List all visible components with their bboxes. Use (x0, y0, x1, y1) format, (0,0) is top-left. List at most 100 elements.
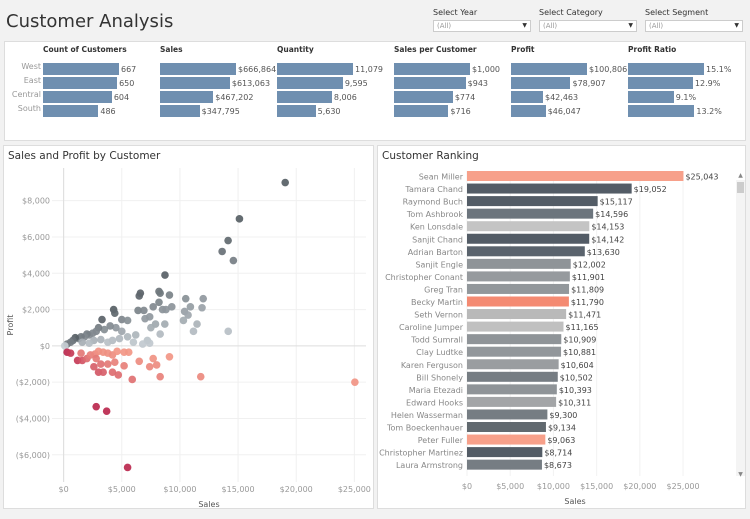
ranking-bar[interactable] (467, 422, 546, 432)
kpi-row[interactable]: 9,595 (277, 77, 368, 89)
kpi-column: Sales per Customer $1,000 $943 $774 $716 (394, 45, 500, 117)
ranking-bar[interactable] (467, 296, 569, 307)
ranking-bar[interactable] (467, 283, 570, 294)
ranking-bar[interactable] (467, 334, 562, 345)
year-select[interactable]: (All) ▼ (433, 20, 531, 32)
ranking-bar[interactable] (467, 434, 546, 445)
ranking-bar[interactable] (467, 171, 684, 181)
scroll-down-icon[interactable]: ▼ (738, 471, 743, 478)
kpi-row[interactable]: $42,463 (511, 91, 578, 103)
ranking-bar[interactable] (467, 208, 594, 219)
kpi-row[interactable]: 8,006 (277, 91, 357, 103)
kpi-row[interactable]: $943 (394, 77, 488, 89)
kpi-header: Quantity (277, 45, 314, 54)
ranking-bar[interactable] (467, 321, 564, 332)
kpi-row[interactable]: 604 (43, 91, 129, 103)
scatter-panel: Sales and Profit by Customer $0 $5,000 $10… (3, 145, 374, 509)
kpi-row[interactable]: $1,000 (394, 63, 500, 75)
ranking-bar[interactable] (467, 359, 559, 370)
scatter-point (145, 339, 154, 347)
ranking-bar[interactable] (467, 459, 542, 470)
bar-value-label: $15,117 (600, 198, 633, 207)
filter-category-label: Select Category (539, 8, 603, 17)
scatter-point (155, 298, 163, 307)
ranking-bar[interactable] (467, 221, 590, 232)
kpi-row[interactable]: 9.1% (628, 91, 696, 103)
kpi-bar (277, 91, 332, 103)
kpi-value: $347,795 (201, 106, 240, 116)
scatter-point (117, 315, 126, 324)
customer-name: Tamara Chand (404, 185, 463, 194)
ranking-bar[interactable] (467, 196, 598, 207)
scatter-point (100, 325, 109, 334)
scatter-point (161, 320, 169, 328)
bar-value-label: $10,502 (560, 373, 593, 382)
filter-year-label: Select Year (433, 8, 478, 17)
kpi-bar (394, 105, 449, 117)
scatter-point (90, 362, 98, 371)
scatter-point (224, 236, 232, 245)
kpi-bar (511, 63, 587, 75)
scatter-point (224, 327, 233, 336)
kpi-bar (511, 91, 543, 103)
ranking-bar[interactable] (467, 409, 548, 420)
kpi-panel: West East Central South Count of Customers 66… (4, 41, 746, 141)
customer-name: Maria Etezadi (409, 386, 463, 395)
category-select-value: (All) (543, 22, 558, 30)
kpi-row[interactable]: $78,907 (511, 77, 606, 89)
kpi-value: 5,630 (317, 106, 341, 116)
ranking-bar[interactable] (467, 384, 557, 395)
customer-name: Tom Ashbrook (406, 210, 463, 219)
scatter-point (106, 322, 114, 330)
segment-select[interactable]: (All) ▼ (645, 20, 743, 32)
scatter-point (104, 360, 112, 368)
bar-value-label: $25,043 (685, 173, 718, 182)
ranking-bar[interactable] (467, 396, 557, 407)
scatter-point (145, 362, 154, 371)
scatter-point (281, 178, 289, 187)
x-tick-label: $15,000 (222, 485, 255, 494)
kpi-bar (160, 77, 230, 89)
scatter-point (98, 315, 106, 324)
ranking-bar[interactable] (467, 246, 585, 257)
scroll-up-icon[interactable]: ▲ (738, 172, 743, 179)
kpi-row[interactable]: $613,063 (160, 77, 270, 89)
scatter-point (78, 338, 87, 347)
kpi-row[interactable]: 12.9% (628, 77, 720, 89)
kpi-row[interactable]: $666,864 (160, 63, 276, 75)
scatter-point (123, 316, 132, 325)
scatter-point (189, 327, 198, 336)
scatter-point (165, 352, 174, 361)
kpi-row[interactable]: $46,047 (511, 105, 581, 117)
ranking-chart: $0 $5,000 $10,000 $15,000 $20,000 $25,000 Sale… (379, 171, 745, 506)
kpi-row[interactable]: $774 (394, 91, 475, 103)
kpi-row[interactable]: 650 (43, 77, 134, 89)
scrollbar-thumb[interactable] (737, 182, 744, 193)
kpi-row[interactable]: $347,795 (160, 105, 240, 117)
scatter-point (114, 371, 123, 379)
scatter-point (198, 303, 206, 312)
ranking-bar[interactable] (467, 447, 543, 458)
kpi-row[interactable]: $716 (394, 105, 471, 117)
ranking-bar[interactable] (467, 346, 562, 357)
scatter-point (115, 334, 124, 343)
customer-name: Helen Wasserman (391, 411, 463, 420)
kpi-column: Sales $666,864 $613,063 $467,202 $347,795 (160, 45, 276, 117)
kpi-row[interactable]: 5,630 (277, 105, 341, 117)
scrollbar-track (736, 180, 745, 476)
ranking-bar[interactable] (467, 371, 558, 382)
kpi-row[interactable]: 13.2% (628, 105, 722, 117)
kpi-row[interactable]: 15.1% (628, 63, 731, 75)
category-select[interactable]: (All) ▼ (539, 20, 637, 32)
ranking-bar[interactable] (467, 309, 567, 320)
bar-value-label: $9,063 (547, 436, 575, 445)
kpi-row[interactable]: 667 (43, 63, 136, 75)
kpi-row[interactable]: 486 (43, 105, 116, 117)
kpi-row[interactable]: $467,202 (160, 91, 253, 103)
ranking-bar[interactable] (467, 258, 571, 269)
ranking-bar[interactable] (467, 233, 590, 244)
kpi-row[interactable]: 11,079 (277, 63, 383, 75)
ranking-bar[interactable] (467, 271, 570, 282)
ranking-bar[interactable] (467, 183, 632, 194)
kpi-row[interactable]: $100,806 (511, 63, 627, 75)
